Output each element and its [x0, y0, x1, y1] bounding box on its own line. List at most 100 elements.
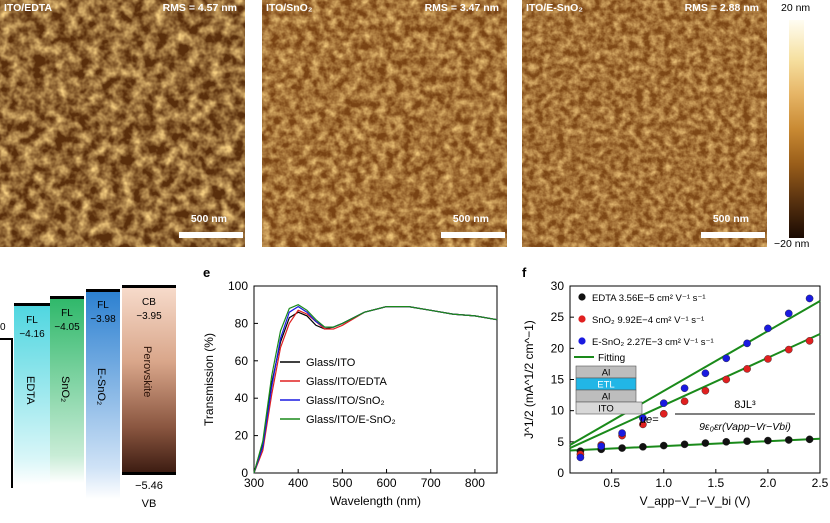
- scale-bar-label: 500 nm: [712, 213, 749, 225]
- conduction-band-level: [122, 285, 176, 288]
- data-point: [743, 365, 751, 373]
- device-layer-label: Al: [602, 368, 610, 379]
- legend-label: Glass/ITO/EDTA: [306, 376, 388, 388]
- afm-panel-e-sno2: ITO/E-SnO₂ RMS = 2.88 nm 500 nm: [522, 0, 767, 247]
- legend-marker: [578, 337, 586, 345]
- data-point: [722, 354, 731, 363]
- x-tick-label: 1.5: [707, 476, 724, 490]
- data-point: [659, 399, 668, 407]
- data-point: [784, 345, 793, 354]
- afm-label: ITO/E-SnO₂: [526, 2, 583, 14]
- x-axis-label: V_app−V_r−V_bi (V): [640, 494, 751, 508]
- x-tick-label: 0.5: [603, 476, 620, 490]
- y-tick-label: 0: [241, 466, 248, 480]
- fl-label: FL: [26, 315, 38, 326]
- fl-label: FL: [97, 300, 109, 311]
- afm-panel-sno2: ITO/SnO₂ RMS = 3.47 nm 500 nm: [262, 0, 507, 247]
- y-tick-label: 100: [228, 279, 248, 293]
- vb-label: VB: [141, 498, 157, 510]
- band-sno2: [50, 298, 84, 483]
- x-tick-label: 500: [332, 476, 352, 490]
- layer-name: SnO₂: [59, 376, 71, 403]
- band-edta: [14, 305, 50, 485]
- legend-marker: [578, 293, 586, 301]
- device-layer-label: ETL: [597, 380, 614, 391]
- data-point: [743, 339, 751, 348]
- data-point: [701, 386, 710, 395]
- data-point: [680, 440, 689, 449]
- fl-value: −4.05: [54, 322, 80, 333]
- data-point: [701, 369, 710, 378]
- fit-line: [569, 437, 821, 452]
- plot-frame: [253, 285, 498, 474]
- rms-value: RMS = 3.47 nm: [424, 2, 499, 14]
- y-tick-label: 10: [551, 404, 565, 418]
- panel-letter-e: e: [203, 265, 211, 280]
- legend-label: Glass/ITO: [306, 357, 356, 369]
- scale-bar-label: 500 nm: [190, 213, 227, 225]
- height-colorbar: [789, 20, 804, 238]
- legend-label: E-SnO₂ 2.27E−3 cm² V⁻¹ s⁻¹: [592, 337, 714, 348]
- y-tick-label: 30: [551, 279, 565, 293]
- y-tick-label: 15: [551, 373, 565, 387]
- layer-name: E-SnO₂: [95, 368, 107, 406]
- x-tick-label: 300: [244, 476, 264, 490]
- formula-numerator: 8JL³: [734, 399, 756, 411]
- formula-lhs: μe=: [639, 414, 659, 426]
- data-point: [618, 444, 626, 452]
- data-point: [680, 384, 689, 393]
- data-point: [680, 397, 689, 406]
- fermi-level-e-sno2: [86, 289, 120, 292]
- fl-label: FL: [61, 308, 73, 319]
- fitting-legend-label: Fitting: [598, 353, 625, 364]
- layer-name: Perovskite: [141, 346, 153, 398]
- y-tick-label: 5: [557, 435, 564, 449]
- y-tick-label: 25: [551, 310, 565, 324]
- colorbar-min-label: −20 nm: [774, 238, 810, 250]
- y-tick-label: 20: [235, 429, 249, 443]
- valence-band-level: [122, 472, 176, 475]
- fl-value: −4.16: [19, 329, 45, 340]
- afm-label: ITO/SnO₂: [266, 2, 313, 14]
- y-axis-label: J^1/2 (mA^1/2 cm^−1): [522, 320, 536, 439]
- series-line: [253, 304, 498, 474]
- data-point: [722, 438, 731, 446]
- x-tick-label: 2.0: [760, 476, 777, 490]
- device-layer: [575, 401, 643, 415]
- data-point: [597, 442, 606, 450]
- panel-letter-f: f: [522, 265, 527, 280]
- y-tick-label: 80: [235, 316, 249, 330]
- rms-value: RMS = 4.57 nm: [162, 2, 237, 14]
- data-point: [764, 436, 772, 445]
- afm-image: [522, 0, 767, 247]
- x-tick-label: 1.0: [655, 476, 672, 490]
- x-tick-label: 2.5: [812, 476, 829, 490]
- data-point: [764, 355, 772, 363]
- band-e-sno2: [86, 289, 120, 499]
- band-perovskite: [122, 287, 176, 474]
- y-tick-label: 20: [551, 341, 565, 355]
- data-point: [784, 309, 793, 318]
- edge-level: [0, 338, 12, 340]
- x-tick-label: 800: [465, 476, 485, 490]
- data-point: [659, 441, 668, 450]
- scale-bar: [701, 232, 765, 238]
- afm-image: [262, 0, 507, 247]
- data-point: [639, 414, 647, 422]
- y-tick-label: 0: [557, 466, 564, 480]
- cb-label: CB: [142, 297, 156, 308]
- data-point: [805, 435, 814, 444]
- cb-value: −3.95: [136, 311, 162, 322]
- device-layer-label: ITO: [598, 404, 614, 415]
- legend-label: EDTA 3.56E−5 cm² V⁻¹ s⁻¹: [592, 293, 706, 304]
- afm-image: [0, 0, 245, 247]
- rms-value: RMS = 2.88 nm: [684, 2, 759, 14]
- fermi-level-edta: [14, 303, 50, 306]
- y-tick-label: 60: [235, 354, 249, 368]
- data-point: [618, 429, 626, 437]
- data-point: [805, 294, 814, 303]
- legend-marker: [578, 315, 586, 323]
- formula-denominator: 9ε₀εr(Vapp−Vr−Vbi): [699, 421, 791, 433]
- vb-value: −5.46: [135, 480, 163, 492]
